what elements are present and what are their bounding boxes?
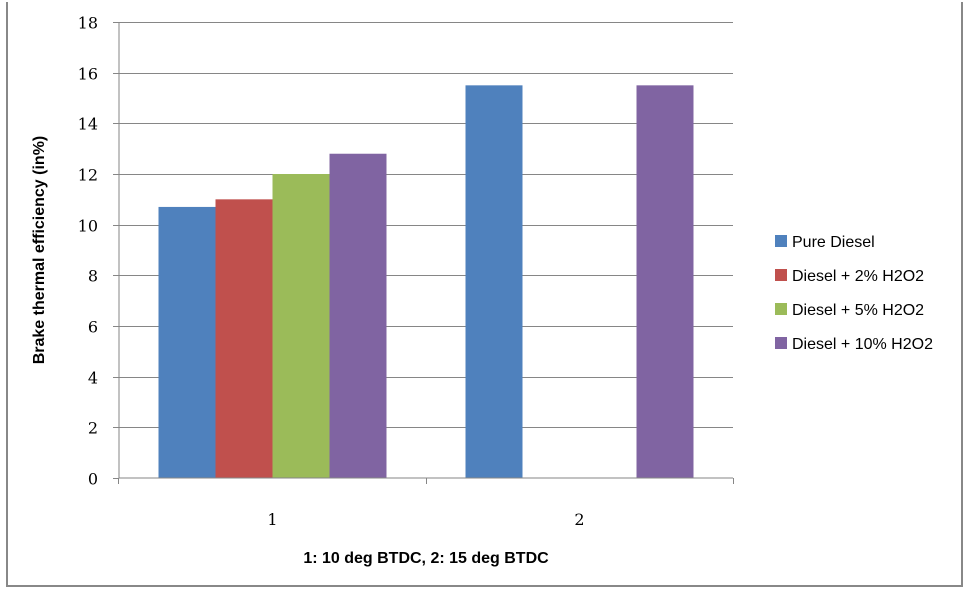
y-tick-label: 6 xyxy=(88,318,98,337)
y-tick-label: 14 xyxy=(78,115,98,134)
legend-swatch xyxy=(775,303,787,315)
y-tick-label: 0 xyxy=(88,470,98,489)
y-tick-label: 4 xyxy=(88,369,98,388)
legend-label: Diesel + 10% H2O2 xyxy=(792,336,933,353)
y-tick-label: 18 xyxy=(78,14,98,33)
x-tick-label: 2 xyxy=(574,510,584,529)
y-tick-labels: 0 2 4 6 8 10 12 14 16 18 xyxy=(78,14,119,489)
y-tick-label: 12 xyxy=(78,166,98,185)
x-axis-title: 1: 10 deg BTDC, 2: 15 deg BTDC xyxy=(303,550,549,567)
bar xyxy=(465,85,523,478)
bars xyxy=(158,85,694,479)
chart-frame xyxy=(6,2,963,587)
y-tick-label: 8 xyxy=(88,267,98,286)
bar xyxy=(329,153,387,478)
y-tick-label: 2 xyxy=(88,419,98,438)
bar xyxy=(215,199,273,479)
x-tick-label: 1 xyxy=(267,510,277,529)
legend-swatch xyxy=(775,269,787,281)
y-tick-label: 16 xyxy=(78,65,98,84)
bar xyxy=(272,174,330,478)
legend-label: Diesel + 2% H2O2 xyxy=(792,268,924,285)
y-tick-label: 10 xyxy=(78,217,98,236)
legend-label: Pure Diesel xyxy=(792,234,875,251)
bar xyxy=(636,85,694,478)
legend: Pure Diesel Diesel + 2% H2O2 Diesel + 5% H… xyxy=(775,234,933,353)
y-axis-title: Brake thermal efficiency (in%) xyxy=(31,136,48,365)
bar xyxy=(158,206,216,478)
legend-label: Diesel + 5% H2O2 xyxy=(792,302,924,319)
legend-swatch xyxy=(775,235,787,247)
legend-swatch xyxy=(775,337,787,349)
